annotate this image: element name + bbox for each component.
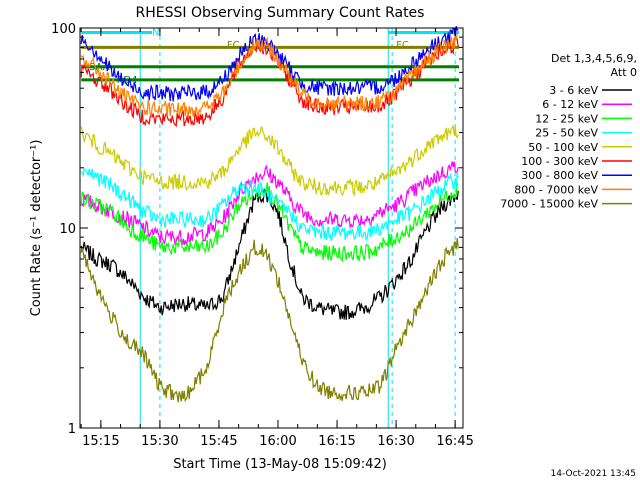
y-axis-label: Count Rate (s⁻¹ detector⁻¹) (29, 140, 44, 317)
legend-label: 12 - 25 keV (535, 112, 598, 125)
legend-label: 300 - 800 keV (521, 169, 598, 182)
y-tick-label: 1 (68, 422, 76, 437)
x-tick-label: 16:15 (318, 434, 355, 449)
legend-label: 3 - 6 keV (549, 84, 598, 97)
flag-label-fc: FC (227, 40, 240, 51)
y-tick-label: 100 (51, 22, 76, 37)
legend-title: Det 1,3,4,5,6,9,Att 0 (551, 52, 637, 79)
series-line (80, 32, 459, 118)
legend-title-line: Att 0 (611, 66, 637, 79)
legend-label: 25 - 50 keV (535, 127, 598, 140)
legend-label: 50 - 100 keV (528, 141, 598, 154)
x-tick-label: 16:45 (436, 434, 473, 449)
series-line (80, 182, 459, 263)
x-tick-label: 15:15 (82, 434, 119, 449)
legend-label: 6 - 12 keV (542, 98, 598, 111)
x-tick-label: 15:45 (200, 434, 237, 449)
flag-label-saa: SAA (89, 62, 110, 73)
plot-area: N FC FC SAA RD4 (80, 26, 460, 428)
series-line (80, 161, 459, 246)
chart-title: RHESSI Observing Summary Count Rates (136, 5, 425, 21)
series-line (80, 237, 459, 403)
x-tick-label: 16:00 (259, 434, 296, 449)
legend-label: 7000 - 15000 keV (500, 198, 598, 211)
x-tick-label: 16:30 (377, 434, 414, 449)
flag-label-n: N (152, 27, 159, 38)
legend-title-line: Det 1,3,4,5,6,9, (551, 52, 637, 65)
series-line (80, 26, 459, 102)
axes: 15:15 15:30 15:45 16:00 16:15 16:30 16:45 1 10 10… (51, 22, 474, 449)
series-line (80, 167, 459, 243)
legend-label: 100 - 300 keV (521, 155, 598, 168)
x-tick-label: 15:30 (141, 434, 178, 449)
x-axis-label: Start Time (13-May-08 15:09:42) (173, 457, 387, 472)
flag-label-rd4: RD4 (117, 75, 138, 86)
footer-timestamp: 14-Oct-2021 13:45 (551, 469, 636, 479)
legend-label: 800 - 7000 keV (514, 183, 598, 196)
y-tick-label: 10 (59, 222, 76, 237)
flag-label-fc: FC (396, 40, 409, 51)
series-line (80, 124, 459, 197)
